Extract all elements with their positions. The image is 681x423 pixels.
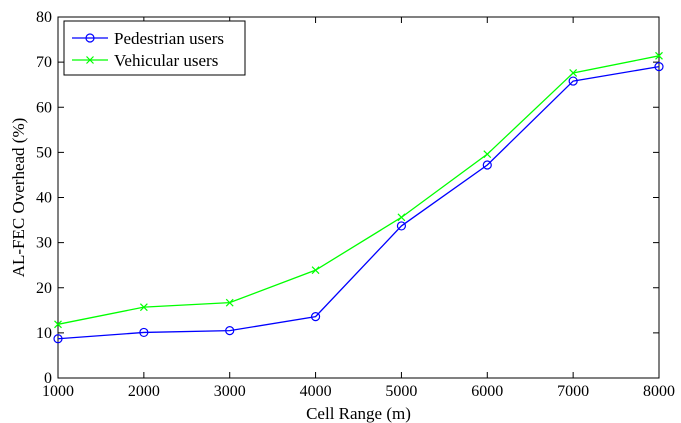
- y-axis-label: AL-FEC Overhead (%): [9, 118, 28, 278]
- data-point-series-1: [139, 303, 148, 312]
- plot-area: [57, 16, 660, 379]
- data-point-series-0: [310, 312, 321, 322]
- data-point-series-1: [483, 150, 492, 159]
- legend-marker: [86, 56, 94, 64]
- data-point-series-1: [225, 298, 234, 307]
- x-tick-label: 4000: [300, 383, 332, 400]
- x-tick-label: 1000: [42, 383, 74, 400]
- y-tick-label: 50: [36, 144, 52, 161]
- data-point-series-0: [139, 327, 149, 338]
- x-axis-label: Cell Range (m): [306, 404, 411, 423]
- data-point-series-0: [53, 334, 63, 344]
- x-tick-label: 8000: [643, 383, 675, 400]
- legend-box: [63, 20, 246, 76]
- data-point-series-0: [482, 160, 492, 170]
- y-tick-label: 0: [44, 370, 52, 387]
- y-tick-label: 20: [36, 280, 52, 297]
- y-tick-label: 40: [36, 190, 52, 207]
- data-point-series-1: [54, 320, 62, 329]
- data-point-series-0: [396, 221, 407, 231]
- y-tick-label: 10: [36, 325, 52, 342]
- data-point-series-1: [397, 213, 406, 222]
- series-line-1: [57, 55, 660, 325]
- legend-label: Vehicular users: [114, 51, 218, 70]
- x-tick-label: 5000: [385, 383, 417, 400]
- data-point-series-0: [225, 326, 235, 336]
- x-tick-label: 2000: [128, 383, 160, 400]
- data-point-series-1: [311, 266, 320, 275]
- legend-label: Pedestrian users: [114, 29, 224, 48]
- legend: Pedestrian users Vehicular users: [63, 20, 246, 76]
- x-tick-label: 7000: [557, 383, 589, 400]
- data-point-series-1: [569, 69, 578, 77]
- y-tick-label: 70: [36, 54, 52, 71]
- data-point-series-0: [654, 62, 664, 72]
- x-tick-label: 6000: [471, 383, 503, 400]
- y-tick-label: 60: [36, 99, 52, 116]
- data-point-series-1: [655, 51, 663, 60]
- y-tick-label: 30: [36, 235, 52, 252]
- y-tick-label: 80: [36, 9, 52, 26]
- legend-marker: [85, 33, 95, 43]
- x-tick-label: 3000: [214, 383, 246, 400]
- data-point-series-0: [568, 76, 578, 86]
- series-line-0: [57, 65, 660, 340]
